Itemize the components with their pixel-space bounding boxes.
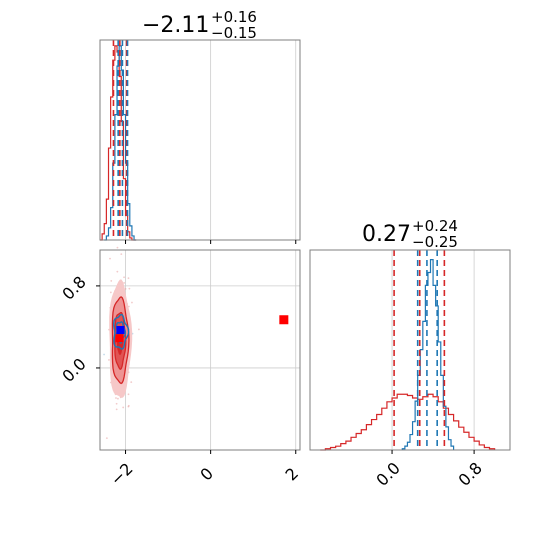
sample-point	[128, 287, 131, 290]
sample-point	[131, 301, 133, 304]
panel-frame	[99, 39, 301, 241]
sample-point	[127, 277, 130, 280]
title-param0-value: −2.11	[142, 13, 209, 38]
sample-point	[137, 328, 140, 331]
title-param1-minus: −0.25	[412, 233, 458, 251]
sample-point	[120, 253, 123, 256]
y-tick-label: 0.0	[58, 354, 89, 385]
sample-point	[115, 408, 118, 411]
marker-series-1	[116, 326, 125, 334]
hist-param0-panel	[99, 39, 301, 244]
marker-series-0	[279, 315, 289, 325]
sample-point	[116, 246, 119, 249]
title-param1-plus: +0.24	[412, 217, 458, 235]
sample-point	[117, 397, 119, 400]
sample-point	[115, 402, 118, 405]
sample-point	[130, 381, 133, 384]
sample-point	[105, 437, 108, 440]
density-contour-series-1	[113, 313, 130, 350]
sample-point	[108, 359, 110, 361]
title-param0-plus: +0.16	[211, 8, 257, 26]
panel-frame	[99, 249, 301, 451]
density-panel: −2 0 2 0.0 0.8	[58, 246, 303, 489]
title-param0: −2.11 +0.16 −0.15	[142, 8, 257, 42]
title-param1: 0.27 +0.24 −0.25	[362, 217, 458, 251]
hist-param1-series-0	[320, 393, 496, 451]
sample-point	[127, 404, 130, 407]
x-tick-label: 2	[282, 464, 303, 485]
hist-param1-panel: 0.0 0.8	[309, 249, 511, 490]
marker-series-0-center	[115, 334, 124, 343]
hist-param0-series-0	[100, 45, 137, 241]
sample-point	[123, 276, 125, 279]
x-tick-label-right: 0.0	[372, 458, 403, 489]
sample-point	[122, 406, 125, 409]
y-tick-label: 0.8	[58, 272, 89, 303]
sample-point	[110, 280, 113, 282]
x-tick-label: 0	[196, 464, 217, 485]
sample-point	[116, 270, 119, 273]
panel-frame	[309, 249, 511, 451]
sample-point	[127, 393, 130, 396]
x-tick-label: −2	[107, 459, 137, 489]
title-param0-minus: −0.15	[211, 24, 257, 42]
sample-point	[124, 288, 127, 290]
hist-param1-series-1	[401, 259, 455, 450]
sample-point	[109, 257, 111, 260]
sample-point	[109, 291, 112, 294]
sample-point	[103, 353, 105, 356]
sample-point	[115, 397, 117, 399]
sample-point	[127, 305, 130, 308]
x-tick-label-right: 0.8	[454, 458, 485, 489]
sample-point	[123, 282, 126, 284]
title-param1-value: 0.27	[362, 222, 411, 247]
